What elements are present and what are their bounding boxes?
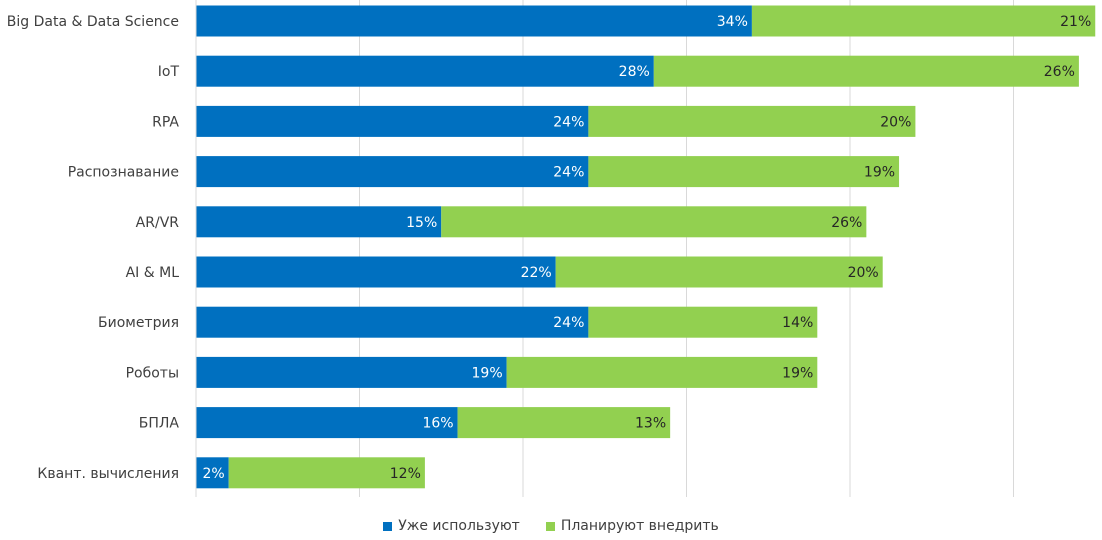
category-label: Биометрия xyxy=(98,315,179,331)
data-label-used: 16% xyxy=(422,416,453,432)
category-label: RPA xyxy=(152,114,179,130)
bar-segment-planned xyxy=(653,55,1079,87)
bar-segment-planned xyxy=(751,5,1096,37)
data-label-planned: 26% xyxy=(831,215,862,231)
legend-item-planned: Планируют внедрить xyxy=(545,518,719,534)
data-label-planned: 12% xyxy=(390,466,421,482)
bar-segment-planned xyxy=(555,256,883,288)
category-label: Big Data & Data Science xyxy=(7,14,179,30)
data-label-planned: 20% xyxy=(880,114,911,130)
data-label-used: 24% xyxy=(553,315,584,331)
bar-segment-planned xyxy=(228,457,425,489)
bar-segment-planned xyxy=(506,356,818,388)
data-label-used: 15% xyxy=(406,215,437,231)
legend: Уже используют Планируют внедрить xyxy=(0,518,1102,534)
bar-segment-used xyxy=(196,457,229,489)
category-label: AR/VR xyxy=(136,215,180,231)
bar-segment-used xyxy=(196,407,458,439)
bar-segment-used xyxy=(196,5,752,37)
category-label: AI & ML xyxy=(126,265,180,281)
legend-item-used: Уже используют xyxy=(383,518,520,534)
bar-segment-used xyxy=(196,356,507,388)
category-label: Квант. вычисления xyxy=(37,466,179,482)
data-label-planned: 19% xyxy=(782,365,813,381)
bar-segment-used xyxy=(196,156,589,188)
category-label: Распознавание xyxy=(68,165,179,181)
category-label: Роботы xyxy=(126,365,179,381)
data-label-planned: 13% xyxy=(635,416,666,432)
bar-segment-planned xyxy=(588,306,818,338)
data-label-planned: 20% xyxy=(848,265,879,281)
bar-segment-used xyxy=(196,256,556,288)
data-label-used: 28% xyxy=(619,64,650,80)
data-label-used: 24% xyxy=(553,165,584,181)
bar-segment-planned xyxy=(588,156,900,188)
data-label-used: 2% xyxy=(202,466,224,482)
bar-segment-used xyxy=(196,105,589,137)
bar-segment-used xyxy=(196,306,589,338)
bar-segment-planned xyxy=(441,206,867,238)
data-label-used: 34% xyxy=(717,14,748,30)
data-label-planned: 21% xyxy=(1060,14,1091,30)
data-label-used: 24% xyxy=(553,114,584,130)
category-label: IoT xyxy=(158,64,180,80)
bar-segment-planned xyxy=(457,407,671,439)
legend-swatch-used xyxy=(383,521,393,531)
legend-label-used: Уже используют xyxy=(398,518,520,534)
legend-label-planned: Планируют внедрить xyxy=(560,518,719,534)
legend-swatch-planned xyxy=(545,521,555,531)
data-label-used: 22% xyxy=(521,265,552,281)
category-label: БПЛА xyxy=(139,416,180,432)
bar-segment-used xyxy=(196,55,654,87)
bar-segment-used xyxy=(196,206,442,238)
data-label-planned: 26% xyxy=(1044,64,1075,80)
stacked-bar-chart: Big Data & Data Science 34% 21% IoT 28% 26% RP… xyxy=(7,0,1096,497)
bar-segment-planned xyxy=(588,105,916,137)
data-label-planned: 14% xyxy=(782,315,813,331)
data-label-used: 19% xyxy=(472,365,503,381)
data-label-planned: 19% xyxy=(864,165,895,181)
